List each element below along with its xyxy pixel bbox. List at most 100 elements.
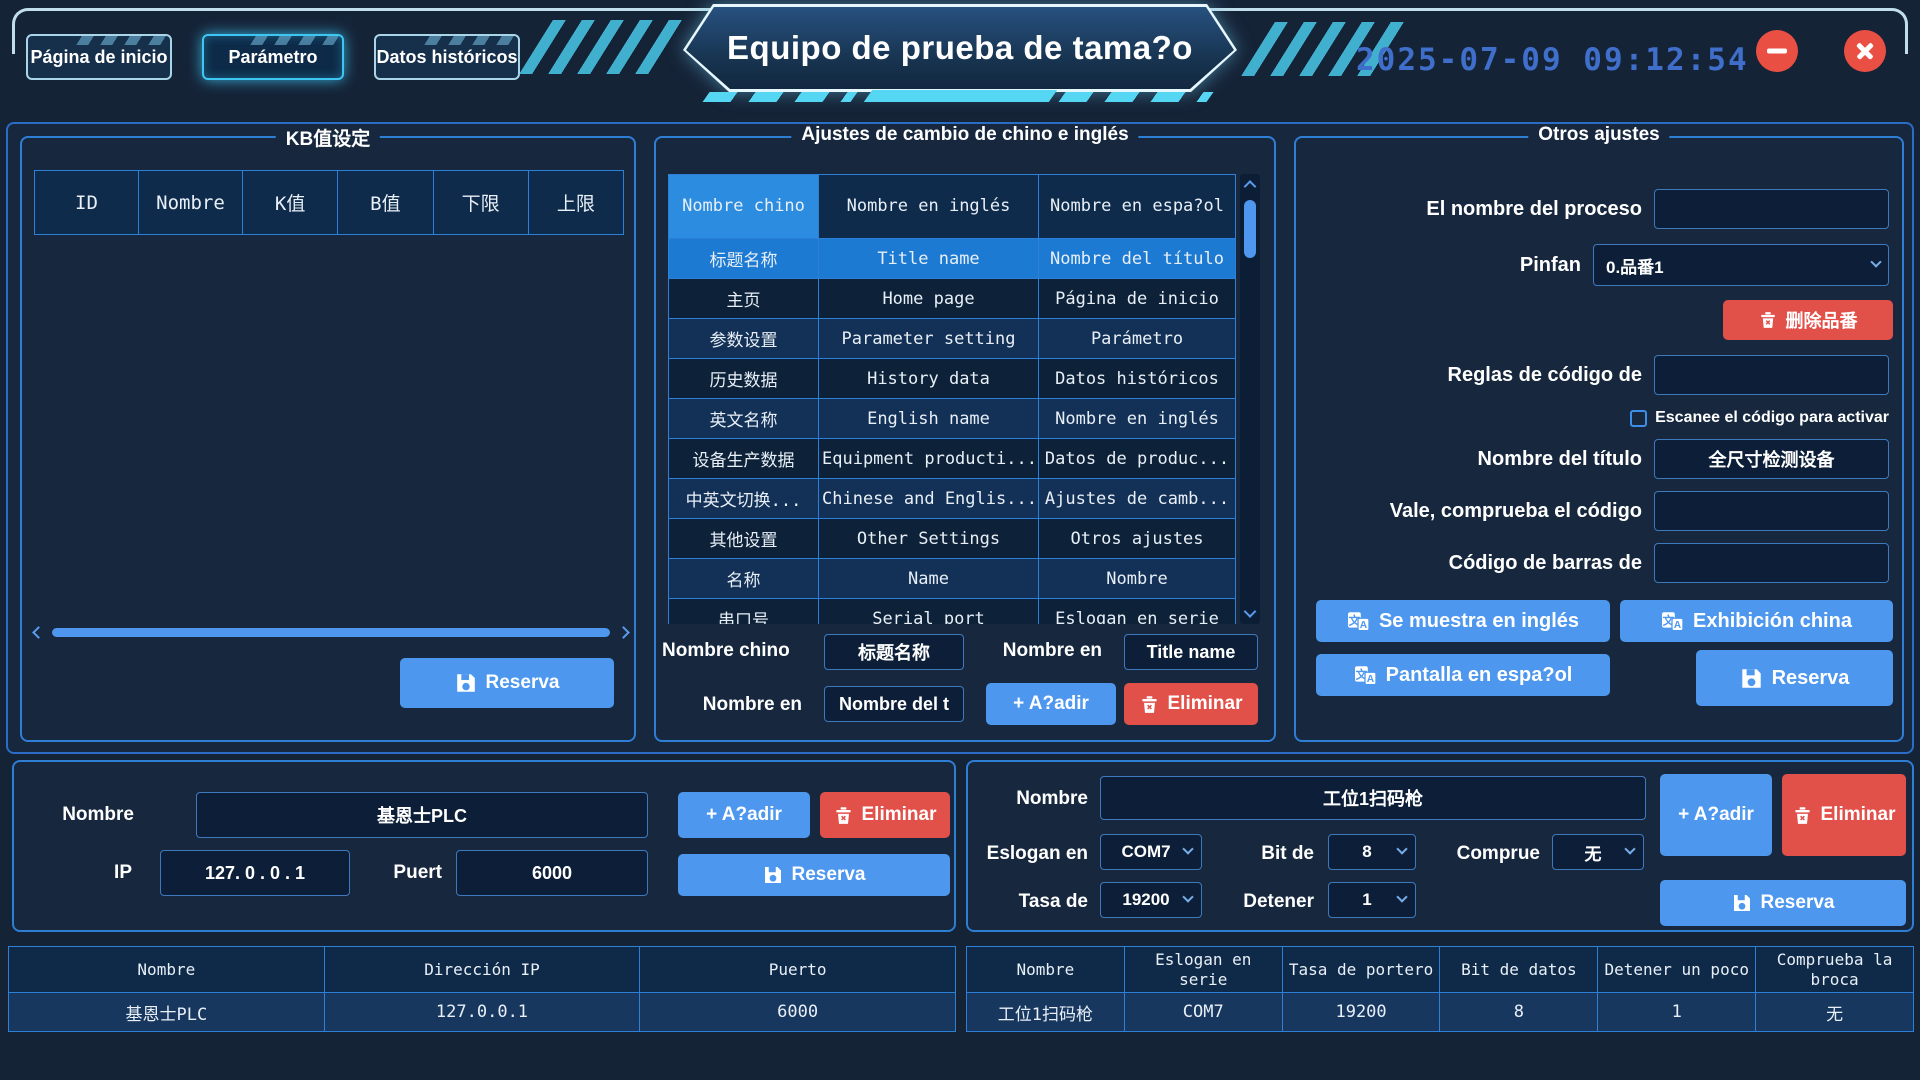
table-cell[interactable]: 8 xyxy=(1439,992,1599,1032)
plc-delete-button[interactable]: Eliminar xyxy=(820,792,950,838)
table-cell[interactable]: 19200 xyxy=(1281,992,1441,1032)
plc-add-button[interactable]: + A?adir xyxy=(678,792,810,838)
title-name-input[interactable] xyxy=(1654,439,1889,479)
table-cell[interactable]: Ajustes de camb... xyxy=(1038,478,1236,519)
table-cell[interactable]: 6000 xyxy=(639,992,956,1032)
table-cell[interactable]: Parameter setting xyxy=(818,318,1039,359)
table-cell[interactable]: History data xyxy=(818,358,1039,399)
lang-delete-button[interactable]: Eliminar xyxy=(1124,683,1258,725)
delete-pinfan-button[interactable]: 删除品番 xyxy=(1723,300,1893,340)
process-name-input[interactable] xyxy=(1654,189,1889,229)
scrollbar-thumb[interactable] xyxy=(52,627,610,637)
english-name-input[interactable] xyxy=(1124,634,1258,670)
scan-activate-checkbox[interactable] xyxy=(1630,409,1648,427)
pinfan-select[interactable]: 0.品番1 xyxy=(1593,244,1889,286)
tab-history[interactable]: Datos históricos xyxy=(374,34,520,80)
scroll-down-icon[interactable] xyxy=(1243,605,1257,618)
table-cell[interactable]: Datos de produc... xyxy=(1038,438,1236,479)
table-cell[interactable]: Datos históricos xyxy=(1038,358,1236,399)
table-cell[interactable]: 工位1扫码枪 xyxy=(966,992,1125,1032)
table-cell[interactable]: Other Settings xyxy=(818,518,1039,559)
table-row[interactable]: 主页 Home page Página de inicio xyxy=(668,278,1236,319)
chevron-down-icon xyxy=(1870,256,1882,268)
table-cell[interactable]: Parámetro xyxy=(1038,318,1236,359)
barcode-input[interactable] xyxy=(1654,543,1889,583)
baud-rate-select[interactable]: 19200 xyxy=(1100,882,1202,918)
spanish-name-input[interactable] xyxy=(824,686,964,722)
plc-port-input[interactable] xyxy=(456,850,648,896)
chinese-name-input[interactable] xyxy=(824,634,964,670)
table-cell[interactable]: Nombre en inglés xyxy=(1038,398,1236,439)
table-cell[interactable]: Home page xyxy=(818,278,1039,319)
code-rules-input[interactable] xyxy=(1654,355,1889,395)
check-code-input[interactable] xyxy=(1654,491,1889,531)
scroll-left-icon[interactable] xyxy=(32,625,45,639)
table-row[interactable]: 设备生产数据 Equipment producti... Datos de prod… xyxy=(668,438,1236,479)
table-cell[interactable]: 参数设置 xyxy=(668,318,819,359)
table-cell[interactable]: 串口号 xyxy=(668,598,819,624)
data-bits-select[interactable]: 8 xyxy=(1328,834,1416,870)
table-cell[interactable]: Nombre xyxy=(1038,558,1236,599)
table-cell[interactable]: 1 xyxy=(1597,992,1757,1032)
table-cell[interactable]: Chinese and Englis... xyxy=(818,478,1039,519)
plc-ip-input[interactable] xyxy=(160,850,350,896)
other-save-button[interactable]: Reserva xyxy=(1696,650,1893,706)
close-button[interactable] xyxy=(1844,30,1886,72)
stop-bits-select[interactable]: 1 xyxy=(1328,882,1416,918)
barcode-label: Código de barras de xyxy=(1448,551,1642,574)
table-cell[interactable]: English name xyxy=(818,398,1039,439)
table-row[interactable]: 中英文切换... Chinese and Englis... Ajustes de … xyxy=(668,478,1236,519)
table-cell[interactable]: Nombre del título xyxy=(1038,238,1236,279)
plc-name-input[interactable] xyxy=(196,792,648,838)
table-cell[interactable]: Equipment producti... xyxy=(818,438,1039,479)
table-cell[interactable]: 英文名称 xyxy=(668,398,819,439)
language-vertical-scrollbar[interactable] xyxy=(1240,174,1260,624)
table-row[interactable]: 英文名称 English name Nombre en inglés xyxy=(668,398,1236,439)
table-cell[interactable]: 其他设置 xyxy=(668,518,819,559)
table-row[interactable]: 串口号 Serial port Eslogan en serie xyxy=(668,598,1236,624)
table-cell[interactable]: Name xyxy=(818,558,1039,599)
table-cell[interactable]: Eslogan en serie xyxy=(1038,598,1236,624)
scanner-add-button[interactable]: + A?adir xyxy=(1660,774,1772,856)
table-cell[interactable]: 基恩士PLC xyxy=(8,992,325,1032)
table-cell[interactable]: Página de inicio xyxy=(1038,278,1236,319)
tab-home[interactable]: Página de inicio xyxy=(26,34,172,80)
chinese-name-label: Nombre chino xyxy=(662,640,790,661)
table-cell[interactable]: Title name xyxy=(818,238,1039,279)
table-cell[interactable]: 名称 xyxy=(668,558,819,599)
table-cell[interactable]: Serial port xyxy=(818,598,1039,624)
table-cell[interactable]: 标题名称 xyxy=(668,238,819,279)
minimize-button[interactable] xyxy=(1756,30,1798,72)
table-cell[interactable]: 设备生产数据 xyxy=(668,438,819,479)
plc-save-button[interactable]: Reserva xyxy=(678,854,950,896)
scroll-right-icon[interactable] xyxy=(617,625,630,639)
table-row[interactable]: 标题名称 Title name Nombre del título xyxy=(668,238,1236,279)
serial-port-select[interactable]: COM7 xyxy=(1100,834,1202,870)
scroll-up-icon[interactable] xyxy=(1243,180,1257,193)
table-row[interactable]: 参数设置 Parameter setting Parámetro xyxy=(668,318,1236,359)
table-cell[interactable]: 127.0.0.1 xyxy=(323,992,641,1032)
table-row[interactable]: 名称 Name Nombre xyxy=(668,558,1236,599)
tab-parameter[interactable]: Parámetro xyxy=(202,34,344,80)
kb-save-button[interactable]: Reserva xyxy=(400,658,614,708)
table-cell[interactable]: Otros ajustes xyxy=(1038,518,1236,559)
parity-select[interactable]: 无 xyxy=(1552,834,1644,870)
table-row[interactable]: 工位1扫码枪 COM7 19200 8 1 无 xyxy=(966,992,1914,1032)
table-cell[interactable]: COM7 xyxy=(1123,992,1283,1032)
table-row[interactable]: 其他设置 Other Settings Otros ajustes xyxy=(668,518,1236,559)
table-row[interactable]: 基恩士PLC 127.0.0.1 6000 xyxy=(8,992,956,1032)
table-cell[interactable]: 历史数据 xyxy=(668,358,819,399)
scanner-delete-button[interactable]: Eliminar xyxy=(1782,774,1906,856)
table-row[interactable]: 历史数据 History data Datos históricos xyxy=(668,358,1236,399)
lang-add-button[interactable]: + A?adir xyxy=(986,683,1116,725)
table-cell[interactable]: 中英文切换... xyxy=(668,478,819,519)
scrollbar-thumb[interactable] xyxy=(1244,200,1256,258)
table-cell[interactable]: 主页 xyxy=(668,278,819,319)
kb-horizontal-scrollbar[interactable] xyxy=(32,624,630,640)
scanner-name-input[interactable] xyxy=(1100,776,1646,820)
scanner-save-button[interactable]: Reserva xyxy=(1660,880,1906,926)
table-cell[interactable]: 无 xyxy=(1755,992,1914,1032)
